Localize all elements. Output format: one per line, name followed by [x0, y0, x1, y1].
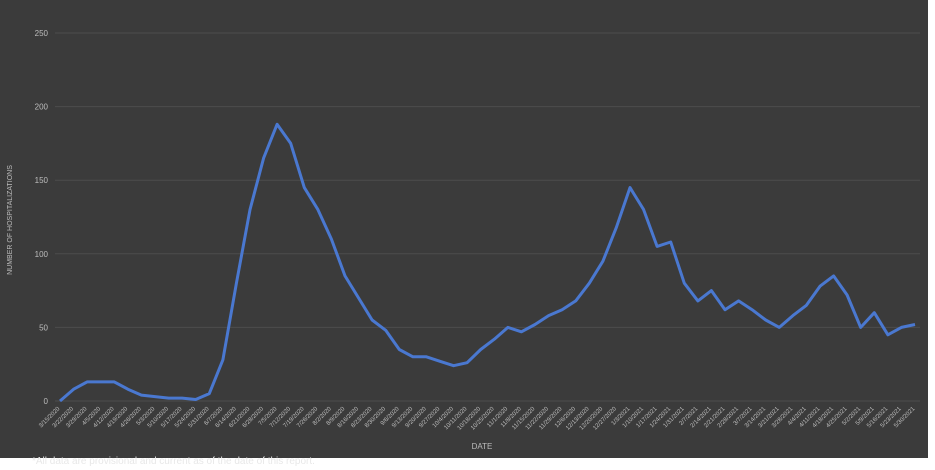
y-axis-label: NUMBER OF HOSPITALIZATIONS — [7, 165, 14, 275]
y-tick-label: 250 — [35, 29, 49, 38]
y-tick-label: 150 — [35, 176, 49, 185]
y-tick-label: 200 — [35, 103, 49, 112]
footnote: *All data are provisional and current as… — [32, 456, 315, 467]
y-tick-label: 0 — [44, 397, 49, 406]
y-tick-label: 50 — [39, 323, 48, 332]
line — [59, 122, 916, 403]
chart-background — [0, 0, 928, 458]
y-tick-label: 100 — [35, 250, 49, 259]
x-axis-label: DATE — [472, 442, 493, 451]
